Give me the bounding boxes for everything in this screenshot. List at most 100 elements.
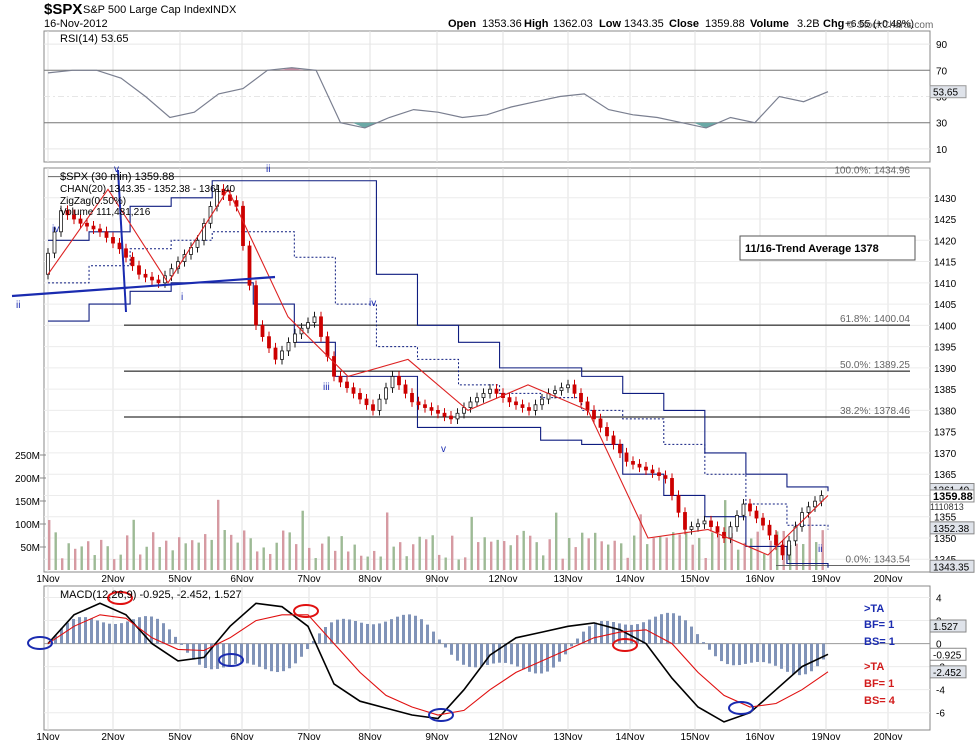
price-value-tag-text: 1359.88: [933, 491, 973, 503]
volume-bar: [789, 544, 792, 570]
volume-bar: [321, 543, 324, 570]
macd-histogram-bar: [720, 643, 723, 662]
price-tick-label: 1420: [934, 236, 957, 247]
zigzag-line: [47, 188, 829, 556]
candle-body: [709, 520, 713, 527]
volume-bar: [509, 545, 512, 570]
macd-layer: [27, 591, 829, 723]
macd-note-red-3: BS= 4: [864, 695, 896, 707]
high-label: High: [524, 18, 549, 30]
macd-histogram-bar: [126, 621, 129, 644]
price-tick-label: 1365: [934, 470, 957, 481]
candle-body: [156, 279, 161, 284]
macd-histogram-bar: [456, 643, 459, 661]
macd-histogram-bar: [300, 643, 303, 657]
macd-histogram-bar: [498, 643, 501, 663]
rsi-tick-label: 30: [936, 119, 948, 130]
x-tick-label: 9Nov: [425, 732, 448, 743]
macd-histogram-bar: [708, 643, 711, 650]
macd-histogram-bar: [576, 638, 579, 644]
volume-bar: [288, 532, 291, 570]
volume-bar: [269, 553, 272, 570]
x-tick-label: 2Nov: [101, 732, 124, 743]
candle-body: [338, 375, 343, 383]
price-tick-label: 1385: [934, 385, 957, 396]
macd-histogram-bar: [216, 643, 219, 669]
x-tick-label: 5Nov: [168, 732, 191, 743]
volume-tick-label: 250M: [15, 451, 40, 462]
macd-histogram-bar: [666, 612, 669, 644]
candle-body: [254, 285, 258, 326]
macd-histogram-bar: [384, 621, 387, 644]
candle-body: [247, 245, 252, 286]
macd-histogram-bar: [150, 616, 153, 644]
macd-histogram-bar: [264, 643, 267, 670]
macd-histogram-bar: [102, 622, 105, 644]
candle-body: [611, 435, 616, 445]
macd-value-tag: [929, 647, 967, 661]
volume-bar: [795, 543, 798, 570]
candle-body: [163, 275, 167, 284]
volume-bar: [444, 557, 447, 570]
trend-box-text: 11/16-Trend Average 1378: [745, 243, 879, 255]
wave-label: iv: [369, 298, 376, 309]
macd-histogram-bar: [642, 622, 645, 644]
price-legend: $SPX (30 min) 1359.88: [60, 171, 174, 183]
macd-note-blue-1: >TA: [864, 603, 884, 615]
crossover-marker: [218, 653, 244, 667]
x-tick-label: 8Nov: [358, 574, 381, 585]
macd-histogram-bar: [756, 643, 759, 662]
candle-body: [813, 500, 817, 508]
candle-body: [436, 409, 440, 414]
x-tick-label: 1Nov: [36, 732, 59, 743]
volume-bar: [191, 540, 194, 570]
macd-histogram-bar: [408, 614, 411, 644]
candle-body: [280, 350, 284, 360]
wave-label: ii: [818, 544, 822, 555]
macd-histogram-bar: [654, 616, 657, 644]
volume-bar: [165, 540, 168, 570]
volume-bar: [457, 559, 460, 570]
x-tick-label: 19Nov: [812, 574, 841, 585]
macd-histogram-bar: [468, 643, 471, 667]
volume-bar: [665, 537, 668, 570]
volume-bar: [613, 540, 616, 570]
volume-bar: [639, 514, 642, 570]
price-tick-label: 1390: [934, 364, 957, 375]
crossover-marker: [612, 638, 638, 652]
volume-bar: [373, 550, 376, 570]
candle-body: [475, 397, 479, 403]
x-tick-label: 15Nov: [681, 574, 710, 585]
macd-histogram-bar: [780, 643, 783, 669]
macd-histogram-bar: [66, 622, 69, 644]
macd-histogram-bar: [582, 631, 585, 644]
x-tick-label: 20Nov: [874, 574, 903, 585]
volume-bar: [730, 533, 733, 570]
rsi-oversold-fill: [352, 122, 378, 128]
volume-bar: [574, 547, 577, 570]
candle-body: [319, 316, 323, 337]
volume-bar: [776, 531, 779, 570]
candle-body: [410, 392, 414, 403]
candle-body: [780, 544, 785, 556]
macd-histogram-bar: [78, 617, 81, 644]
volume-bar: [568, 537, 571, 570]
volume-bar: [100, 539, 103, 570]
price-tick-label: 1370: [934, 449, 957, 460]
volume-bar: [815, 542, 818, 570]
macd-tick-label: -4: [936, 686, 945, 697]
macd-value-tag-text: -0.925: [933, 650, 962, 661]
candle-body: [676, 495, 681, 513]
volume-bar: [821, 530, 824, 570]
header-name: S&P 500 Large Cap Index: [83, 4, 211, 16]
volume-bar: [399, 542, 402, 570]
macd-histogram-bar: [330, 622, 333, 644]
macd-histogram-bar: [180, 643, 183, 645]
macd-histogram-bar: [504, 643, 507, 663]
macd-histogram-bar: [90, 618, 93, 644]
price-value-tag: [929, 489, 975, 503]
volume-bar: [204, 534, 207, 570]
candle-body: [761, 517, 765, 526]
header-date: 16-Nov-2012: [44, 18, 108, 30]
